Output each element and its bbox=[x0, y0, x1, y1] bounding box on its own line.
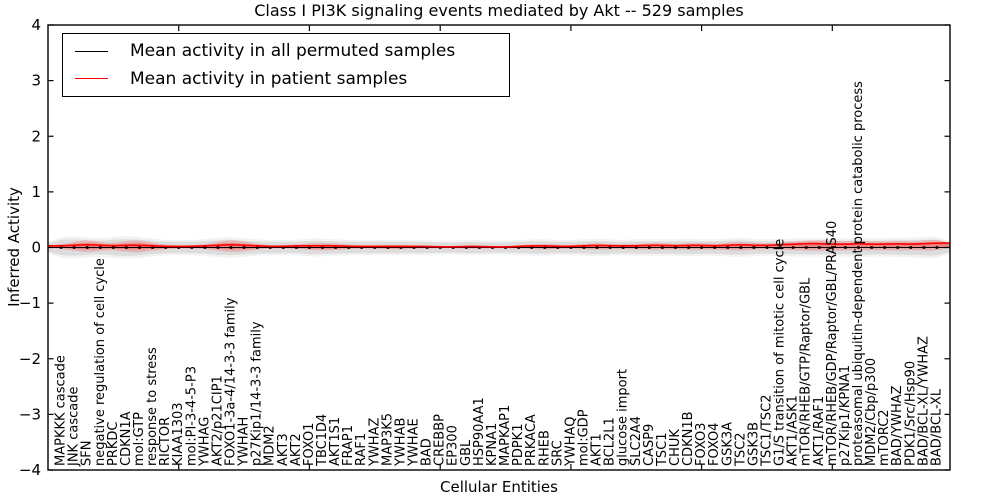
y-tick-label: 4 bbox=[31, 16, 41, 34]
x-tick-label: mol:GTP bbox=[132, 412, 147, 466]
x-tick-label: GSK3A bbox=[720, 422, 735, 466]
x-tick-label: FOXO1-3a-4/14-3-3 family bbox=[224, 297, 239, 466]
x-tick-label: BCL2L1 bbox=[603, 417, 618, 466]
legend-label-permuted: Mean activity in all permuted samples bbox=[130, 41, 456, 62]
x-tick-label: AKT3 bbox=[276, 433, 291, 466]
x-tick-label: GBL bbox=[459, 439, 474, 466]
x-tick-label: GSK3B bbox=[746, 422, 761, 466]
x-tick-label: RHEB bbox=[537, 430, 552, 466]
x-tick-label: YWHAZ bbox=[367, 418, 382, 467]
x-tick-label: CASP9 bbox=[642, 424, 657, 466]
y-tick-label: 3 bbox=[31, 72, 41, 90]
y-tick-label: 0 bbox=[31, 239, 41, 257]
x-tick-label: FOXO4 bbox=[707, 423, 722, 466]
x-tick-label: BAD/YWHAZ bbox=[890, 385, 905, 466]
x-tick-label: TSC1/TSC2 bbox=[760, 395, 775, 467]
legend-label-patient: Mean activity in patient samples bbox=[130, 68, 408, 89]
x-tick-label: JNK cascade bbox=[67, 387, 82, 467]
axes-frame bbox=[47, 24, 951, 471]
x-tick-label: TSC2 bbox=[733, 432, 748, 467]
x-tick-label: FOXO1 bbox=[302, 423, 317, 466]
x-tick-label: MAPKKK cascade bbox=[54, 355, 69, 466]
x-tick-label: p27Kip1/KPNA1 bbox=[838, 365, 853, 466]
permuted-mean-markers bbox=[59, 246, 939, 249]
y-ticks: 4 3 2 1 0 −1 −2 −3 −4 bbox=[19, 16, 950, 479]
x-tick-label: AKT1/RAF1 bbox=[812, 396, 827, 466]
y-tick-label: 2 bbox=[31, 127, 41, 145]
x-tick-label: YWHAQ bbox=[563, 417, 578, 467]
x-tick-label: PDK1/Src/Hsp90 bbox=[903, 361, 918, 466]
x-tick-label: CDKN1B bbox=[681, 411, 696, 466]
x-tick-label: mTORC2 bbox=[877, 409, 892, 466]
x-tick-label: MDM2 bbox=[263, 425, 278, 466]
patient-line-swatch bbox=[75, 78, 108, 80]
x-tick-label: EP300 bbox=[446, 425, 461, 466]
patient-mean-line bbox=[47, 242, 950, 248]
y-tick-label: 1 bbox=[31, 183, 41, 201]
x-tick-label: YWHAB bbox=[394, 418, 409, 467]
x-tick-label: YWHAE bbox=[407, 418, 422, 467]
x-tick-label: negative regulation of cell cycle bbox=[93, 258, 108, 466]
x-tick-label: PDPK1 bbox=[511, 424, 526, 467]
x-tick-label: G1/S transition of mitotic cell cycle bbox=[773, 239, 788, 466]
x-tick-label: MAP3K5 bbox=[380, 413, 395, 466]
x-axis-title: Cellular Entities bbox=[440, 478, 558, 496]
x-ticks bbox=[178, 25, 833, 470]
x-tick-label: AKT1/ASK1 bbox=[786, 395, 801, 466]
x-tick-label: TSC1 bbox=[655, 432, 670, 467]
x-tick-label: BAD bbox=[420, 438, 435, 466]
chart-title: Class I PI3K signaling events mediated b… bbox=[254, 1, 744, 20]
legend-item-permuted: Mean activity in all permuted samples bbox=[63, 41, 509, 61]
x-tick-label: HSP90AA1 bbox=[472, 397, 487, 466]
x-tick-label: BAD/BCL-XL bbox=[929, 388, 944, 466]
x-tick-label: FRAP1 bbox=[341, 425, 356, 466]
x-tick-label: KIAA1303 bbox=[171, 402, 186, 466]
x-tick-label: p27Kip1/14-3-3 family bbox=[250, 321, 265, 466]
x-tick-label: RAF1 bbox=[354, 433, 369, 466]
x-tick-label: BAD/BCL-XL/YWHAZ bbox=[916, 336, 931, 466]
x-tick-label: MDM2/Cbp/p300 bbox=[864, 358, 879, 466]
x-tick-label: FOXO3 bbox=[694, 423, 709, 466]
x-tick-label: AKT2 bbox=[289, 433, 304, 466]
x-tick-label: RICTOR bbox=[158, 417, 173, 466]
x-tick-label: SRC bbox=[550, 440, 565, 466]
y-tick-label: −3 bbox=[19, 405, 41, 423]
x-tick-label: CHUK bbox=[668, 429, 683, 466]
legend: Mean activity in all permuted samples Me… bbox=[62, 33, 510, 97]
x-tick-label: mol:GDP bbox=[577, 409, 592, 466]
x-tick-label: AKT1S1 bbox=[328, 417, 343, 466]
x-tick-label: SLC2A4 bbox=[629, 416, 644, 466]
x-tick-label: SFN bbox=[80, 441, 95, 466]
y-tick-label: −2 bbox=[19, 350, 41, 368]
x-tick-label: proteasomal ubiquitin-dependent protein … bbox=[851, 81, 866, 466]
x-tick-label: YWHAG bbox=[197, 417, 212, 467]
x-tick-label: mTOR/RHEB/GDP/Raptor/GBL/PRAS40 bbox=[825, 221, 840, 466]
x-tick-label: CDKN1A bbox=[119, 411, 134, 466]
x-tick-label: glucose import bbox=[616, 369, 631, 466]
x-tick-label: CREBBP bbox=[433, 414, 448, 466]
legend-item-patient: Mean activity in patient samples bbox=[63, 69, 509, 89]
x-tick-label: TBC1D4 bbox=[315, 414, 330, 467]
x-tick-label: MAPKAP1 bbox=[498, 405, 513, 466]
x-tick-label: AKT1 bbox=[590, 433, 605, 466]
y-tick-label: −4 bbox=[19, 461, 41, 479]
x-tick-label: PRKDC bbox=[106, 422, 121, 466]
permuted-line-swatch bbox=[75, 50, 108, 52]
x-tick-label: YWHAH bbox=[237, 417, 252, 467]
x-tick-label: mTOR/RHEB/GTP/Raptor/GBL bbox=[799, 277, 814, 466]
x-tick-label: PRKACA bbox=[524, 414, 539, 466]
x-tick-label: KPNA1 bbox=[485, 423, 500, 466]
x-tick-label: response to stress bbox=[145, 347, 160, 466]
y-tick-label: −1 bbox=[19, 294, 41, 312]
x-tick-label: AKT2/p21CIP1 bbox=[210, 375, 225, 466]
x-tick-label: mol:PI-3-4-5-P3 bbox=[184, 366, 199, 466]
